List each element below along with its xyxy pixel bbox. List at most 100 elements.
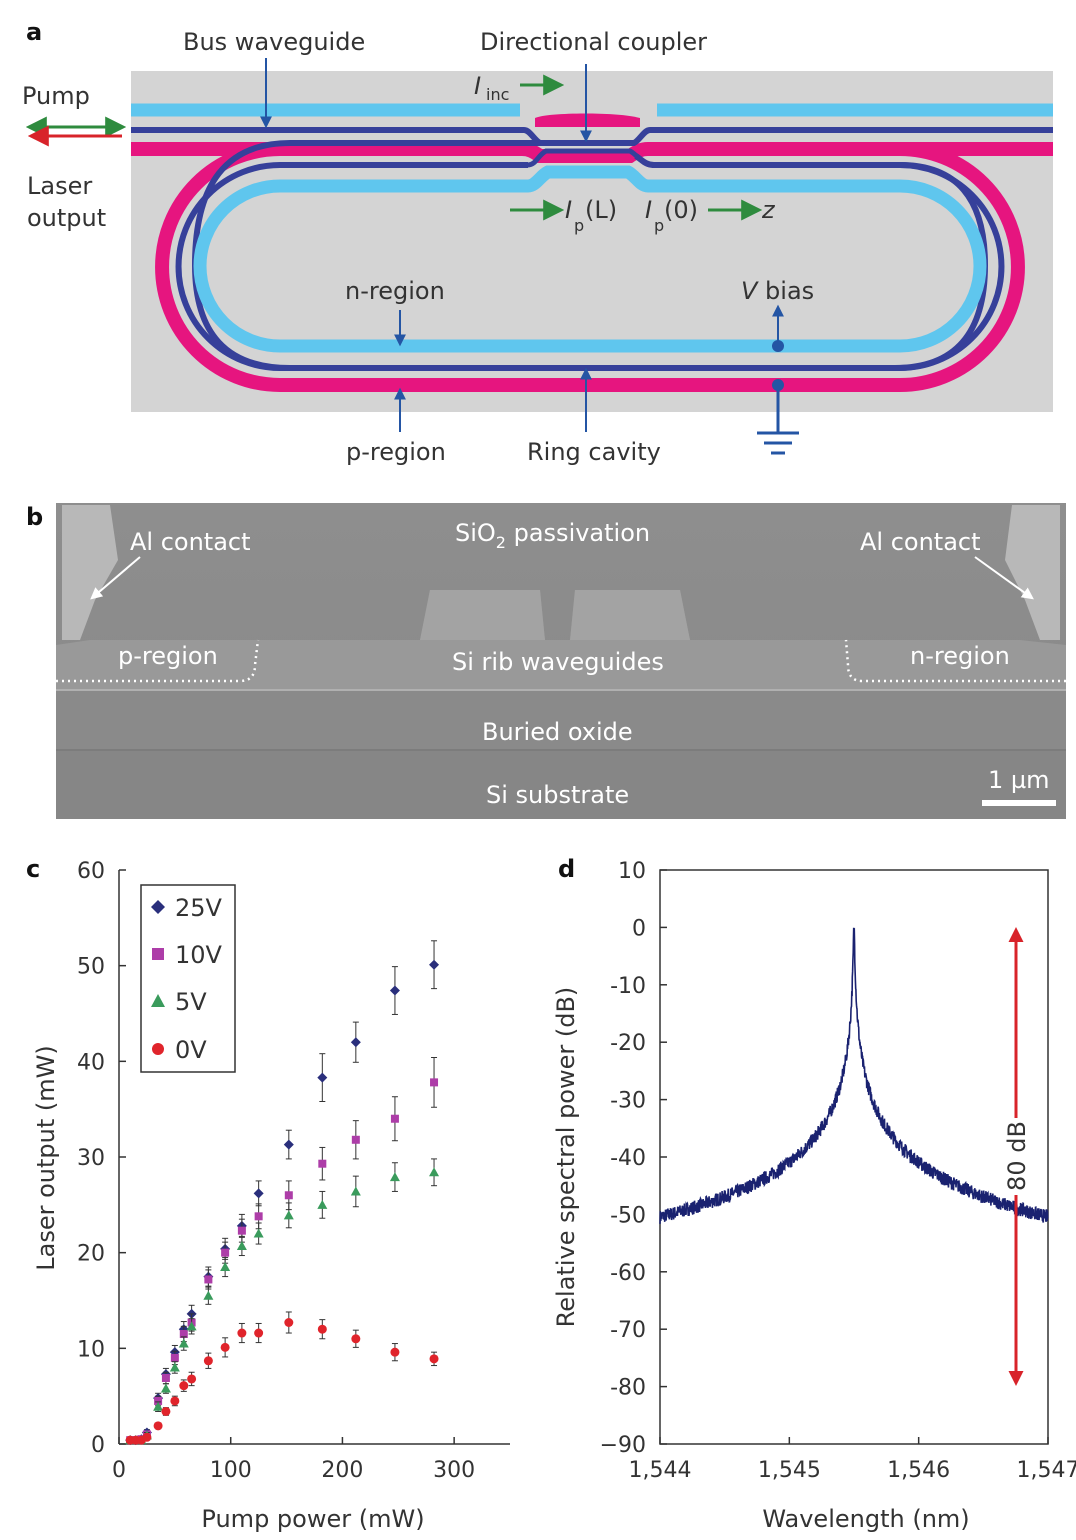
n-region-ring [193,165,987,353]
y-tick-label-d: −90 [600,1433,646,1458]
v-bias-text: bias [757,277,814,305]
n-region-label: n-region [345,277,445,305]
data-point-5v [178,1338,189,1348]
panel-c-letter: c [26,855,40,883]
scale-bar [982,800,1056,806]
x-tick-label-d: 1,547 [1017,1458,1076,1483]
data-point-25v [350,1037,361,1048]
y-tick-label-c: 60 [77,859,105,884]
data-point-25v [389,985,400,996]
laser-output-label-1: Laser [27,172,92,200]
data-point-0v [317,1324,327,1334]
data-point-0v [203,1356,213,1366]
legend-marker-25v [151,900,165,914]
data-point-10v [254,1212,263,1221]
al-contact-left-label: Al contact [130,528,251,556]
rib-waveguides [420,590,690,640]
x-tick-label-c: 300 [433,1458,475,1483]
data-point-10v [204,1275,213,1284]
v-bias-contact-dot [772,340,784,352]
legend-marker-10v [152,948,164,960]
legend-marker-0v [152,1043,164,1055]
p-region-ring [155,142,1053,392]
data-point-10v [161,1373,170,1382]
data-point-5v [317,1199,328,1209]
ip-l-label: I [565,196,572,224]
data-point-5v [350,1186,361,1196]
data-point-0v [237,1328,247,1338]
data-point-10v [390,1114,399,1123]
data-point-0v [351,1334,361,1344]
legend-marker-5v [151,994,165,1007]
y-tick-label-d: 10 [618,859,646,884]
data-point-25v [317,1072,328,1083]
data-point-5v [160,1383,171,1393]
data-point-10v [221,1248,230,1257]
laser-output-chart: 0 10 20 30 40 50 60 0 100 200 300 [77,859,510,1483]
data-point-10v [170,1353,179,1362]
al-contact-left-arrow [90,556,141,600]
data-point-5v [283,1210,294,1220]
legend-label-0v: 0V [175,1036,207,1064]
range-annotation: 80 dB [1003,1121,1031,1191]
legend-label-10v: 10V [175,941,223,969]
data-point-5v [203,1290,214,1300]
y-tick-label-c: 30 [77,1146,105,1171]
y-tick-label-d: -30 [610,1089,646,1114]
p-region-label: p-region [346,438,446,466]
panel-a-letter: a [26,18,42,46]
data-point-0v [429,1354,439,1364]
al-contact-right-shape [1005,505,1060,640]
data-point-5v [220,1262,231,1272]
data-point-5v [186,1321,197,1331]
data-point-10v [284,1191,293,1200]
laser-output-label-2: output [27,204,106,232]
legend-c: 25V 10V 5V 0V [140,884,236,1073]
y-tick-label-c: 50 [77,955,105,980]
y-axis-label-d: Relative spectral power (dB) [552,987,580,1328]
legend-label-5v: 5V [175,988,207,1016]
data-point-0v [187,1374,197,1384]
ip-l-subscript: p [574,216,584,235]
panel-b-letter: b [26,503,43,531]
i-inc-label: I [474,72,481,100]
data-point-0v [254,1328,264,1338]
x-tick-label-c: 100 [210,1458,252,1483]
si-rib-label: Si rib waveguides [452,648,664,676]
ip-0-argument: (0) [664,196,698,224]
y-tick-label-d: -10 [610,974,646,999]
sio2-text: SiO [455,519,496,547]
data-point-25v [429,959,440,970]
y-tick-label-c: 10 [77,1337,105,1362]
spectrum-chart: 10 0 -10 -20 -30 -40 -50 -60 -70 -80 −901,544 1,545… [600,859,1076,1483]
data-point-0v [284,1318,294,1328]
x-axis-label-c: Pump power (mW) [201,1505,424,1533]
ip-0-label: I [645,196,652,224]
data-point-5v [253,1228,264,1238]
y-tick-label-d: -50 [610,1203,646,1228]
panel-a: a Bus waveguide Directional coupler Pump… [22,18,1053,466]
data-point-0v [142,1432,152,1442]
x-tick-label-d: 1,544 [629,1458,692,1483]
data-point-25v [283,1139,294,1150]
y-tick-label-d: 0 [632,916,646,941]
data-point-10v [351,1135,360,1144]
data-point-0v [390,1347,400,1357]
y-tick-label-c: 20 [77,1242,105,1267]
sio2-subscript: 2 [496,533,506,552]
al-contact-right-arrow [974,556,1034,600]
sem-n-region-label: n-region [910,642,1010,670]
x-axis-label-d: Wavelength (nm) [762,1505,969,1533]
data-point-25v [253,1188,264,1199]
bus-waveguide-label: Bus waveguide [183,28,365,56]
y-tick-label-c: 0 [91,1433,105,1458]
v-bias-symbol: V [741,277,759,305]
ring-cavity-label: Ring cavity [527,438,661,466]
data-point-10v [237,1226,246,1235]
panel-d-letter: d [558,855,575,883]
si-substrate-label: Si substrate [486,781,629,809]
n-region-boundary [844,639,1066,683]
coupler-dark [527,148,653,168]
